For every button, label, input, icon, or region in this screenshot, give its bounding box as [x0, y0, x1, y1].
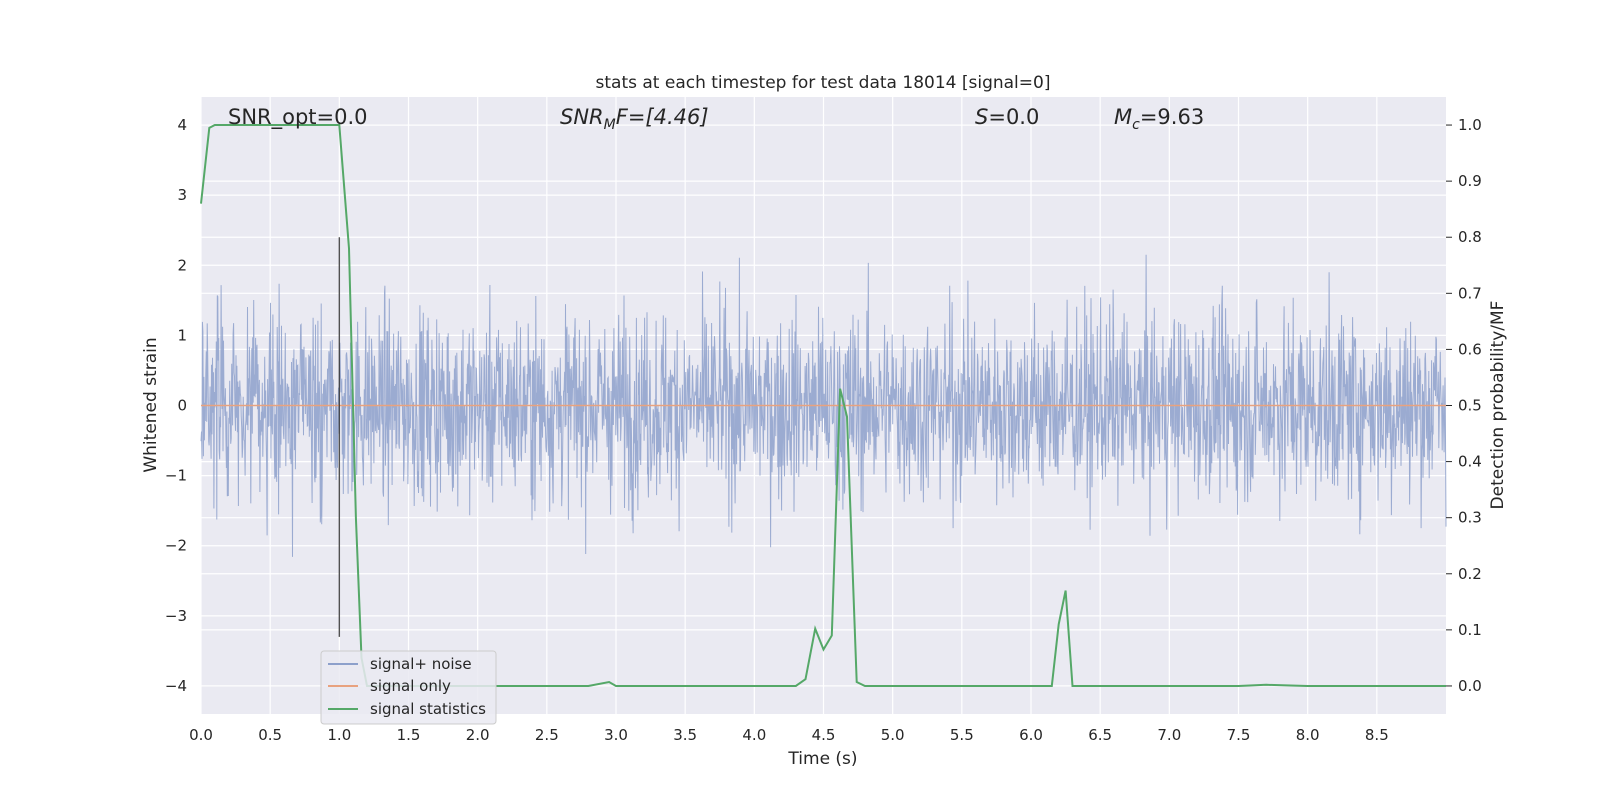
y2-tick-label-10: 0.0 — [1458, 677, 1482, 695]
x-axis-label: Time (s) — [787, 749, 857, 769]
y-tick-label-3: 1 — [177, 326, 187, 344]
x-ticks: 0.0 0.5 1.0 1.5 2.0 2.5 3.0 3.5 4.0 4.5 5.0 5.5 6.0 6… — [189, 726, 1389, 744]
y2-tick-label-1: 0.9 — [1458, 172, 1482, 190]
y-tick-label-1: 3 — [177, 186, 187, 204]
y-axis-label: Whitened strain — [141, 337, 161, 472]
y2-tick-label-4: 0.6 — [1458, 340, 1482, 358]
y2-tick-label-7: 0.3 — [1458, 509, 1482, 527]
y2-ticks: 1.0 0.9 0.8 0.7 0.6 0.5 0.4 0.3 0.2 0.1 0.0 — [1446, 116, 1482, 695]
y2-tick-label-3: 0.7 — [1458, 284, 1482, 302]
snr-mf-sub: M — [604, 117, 616, 133]
snr-mf-tail: F=[4.46] — [616, 105, 709, 129]
x-tick-label-13: 6.5 — [1088, 726, 1112, 744]
annotation-snr-opt: SNR_opt=0.0 — [228, 105, 368, 130]
x-tick-label-10: 5.0 — [881, 726, 905, 744]
y-tick-label-7: −3 — [165, 607, 187, 625]
x-tick-label-3: 1.5 — [397, 726, 421, 744]
x-tick-label-11: 5.5 — [950, 726, 974, 744]
y-tick-label-8: −4 — [165, 677, 187, 695]
x-tick-label-8: 4.0 — [742, 726, 766, 744]
signal-noise-series — [200, 254, 1447, 557]
chart-title: stats at each timestep for test data 180… — [596, 73, 1051, 93]
y2-tick-label-9: 0.1 — [1458, 621, 1482, 639]
legend-box — [320, 650, 497, 725]
annotation-mc: Mc=9.63 — [1114, 105, 1204, 133]
s-value: =0.0 — [988, 105, 1039, 129]
y-ticks: 4 3 2 1 0 −1 −2 −3 −4 — [165, 116, 187, 695]
y2-tick-label-8: 0.2 — [1458, 565, 1482, 583]
signal-statistics-line — [200, 124, 1446, 687]
legend-label-signal-noise: signal+ noise — [370, 655, 472, 673]
y2-axis-label: Detection probability/MF — [1488, 301, 1508, 510]
legend-label-signal-statistics: signal statistics — [370, 700, 486, 718]
legend: signal+ noise signal only signal statist… — [320, 650, 497, 725]
x-tick-label-6: 3.0 — [604, 726, 628, 744]
x-tick-label-7: 3.5 — [673, 726, 697, 744]
x-tick-label-9: 4.5 — [812, 726, 836, 744]
y2-tick-label-6: 0.4 — [1458, 453, 1482, 471]
x-tick-label-14: 7.0 — [1157, 726, 1181, 744]
y-tick-label-6: −2 — [165, 537, 187, 555]
y-tick-label-4: 0 — [177, 397, 187, 415]
y-tick-label-5: −1 — [165, 467, 187, 485]
x-tick-label-15: 7.5 — [1227, 726, 1251, 744]
y2-tick-label-2: 0.8 — [1458, 228, 1482, 246]
x-tick-label-17: 8.5 — [1365, 726, 1389, 744]
mc-sub: c — [1132, 117, 1140, 133]
x-tick-label-12: 6.0 — [1019, 726, 1043, 744]
x-tick-label-2: 1.0 — [327, 726, 351, 744]
x-tick-label-5: 2.5 — [535, 726, 559, 744]
y-tick-label-2: 2 — [177, 256, 187, 274]
mc-var: M — [1114, 105, 1132, 129]
x-tick-label-4: 2.0 — [466, 726, 490, 744]
mc-value: =9.63 — [1140, 105, 1204, 129]
legend-label-signal-only: signal only — [370, 677, 451, 695]
annotation-s: S=0.0 — [975, 105, 1039, 129]
y-tick-label-0: 4 — [177, 116, 187, 134]
signal-noise-line — [200, 254, 1447, 557]
y2-tick-label-0: 1.0 — [1458, 116, 1482, 134]
annotation-snr-mf: SNRMF=[4.46] — [560, 105, 709, 133]
s-var: S — [975, 105, 988, 129]
snr-mf-main: SNR — [560, 105, 604, 129]
x-tick-label-16: 8.0 — [1296, 726, 1320, 744]
x-tick-label-1: 0.5 — [258, 726, 282, 744]
x-tick-label-0: 0.0 — [189, 726, 213, 744]
y2-tick-label-5: 0.5 — [1458, 397, 1482, 415]
